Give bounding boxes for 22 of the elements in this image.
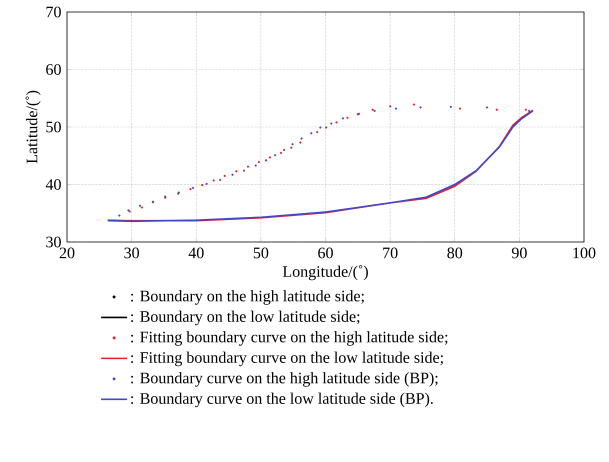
y-tick-label: 60 [46, 64, 61, 75]
x-tick-label: 100 [573, 248, 596, 258]
legend-label: : Fitting boundary curve on the low latitude side; [131, 352, 443, 366]
legend-label: : Boundary on the high latitude side; [131, 290, 364, 305]
legend-label: : Fitting boundary curve on the high latitude side; [131, 331, 448, 346]
x-tick-label: 80 [447, 248, 462, 258]
x-tick-label: 50 [254, 248, 268, 258]
y-tick-label: 50 [46, 122, 61, 132]
legend-label: : Boundary curve on the low latitude side (BP). [131, 392, 433, 408]
x-tick-label: 60 [318, 248, 333, 258]
x-tick-label: 20 [60, 248, 74, 258]
y-tick-label: 30 [46, 236, 61, 248]
y-tick-label: 70 [46, 6, 61, 18]
x-tick-label: 70 [383, 248, 398, 258]
y-tick-label: 40 [46, 179, 61, 190]
legend-label: : Boundary on the low latitude side; [131, 310, 360, 326]
y-axis-title: Latitude/(˚) [26, 90, 41, 164]
x-tick-label: 40 [188, 248, 204, 258]
x-tick-label: 30 [124, 248, 140, 258]
x-tick-label: 90 [512, 248, 527, 258]
legend-label: : Boundary curve on the high latitude side (BP); [131, 372, 438, 387]
x-axis-title: Longitude/(˚) [282, 265, 368, 280]
